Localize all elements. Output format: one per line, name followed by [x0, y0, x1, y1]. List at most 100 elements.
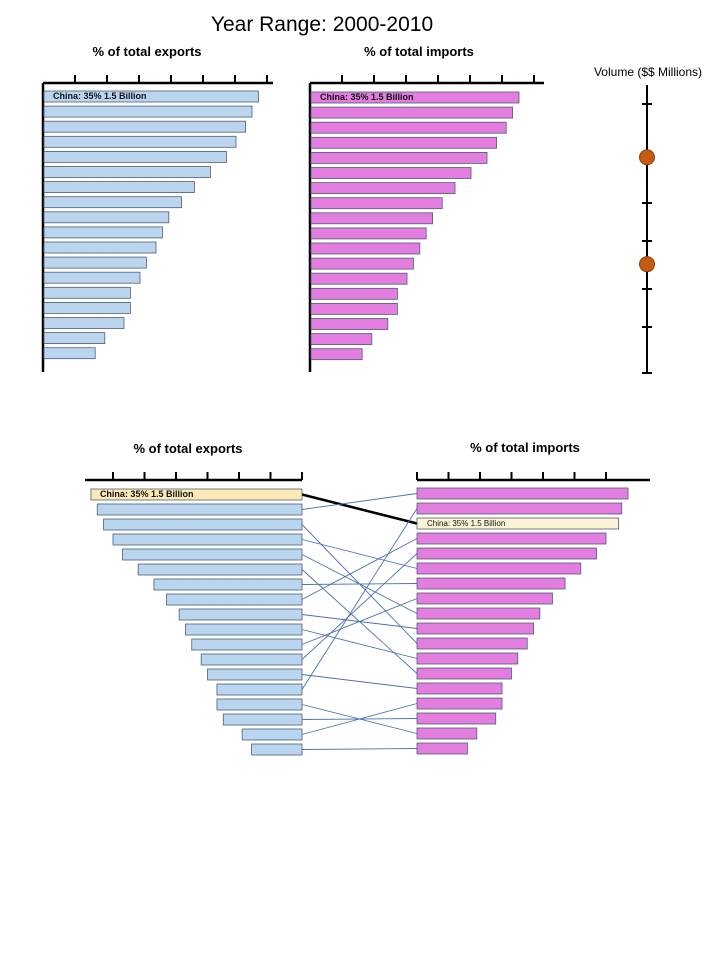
- top-exports-bar: [43, 150, 227, 163]
- top-imports-bar: [310, 121, 507, 134]
- bottom-imports-bar[interactable]: [416, 712, 497, 725]
- bottom-exports-bar[interactable]: [112, 533, 303, 546]
- top-imports-title: % of total imports: [364, 44, 474, 59]
- bottom-imports-bar[interactable]: [416, 592, 553, 605]
- bottom-imports-bar[interactable]: [416, 562, 582, 575]
- link-line: [301, 748, 418, 750]
- top-exports-bar: [43, 332, 106, 345]
- top-imports-bar: [310, 151, 488, 164]
- bottom-exports-bar[interactable]: [96, 503, 303, 516]
- link-line-highlight: [301, 493, 418, 525]
- top-exports-bar: [43, 120, 247, 133]
- link-line: [301, 703, 418, 735]
- top-imports-bar: [310, 136, 498, 149]
- top-imports-bar: [310, 348, 363, 361]
- bottom-imports-bar-highlight[interactable]: [416, 517, 620, 530]
- link-line: [301, 674, 418, 689]
- top-imports-bar-label: China: 35% 1.5 Billion: [320, 92, 414, 102]
- bottom-imports-bar[interactable]: [416, 697, 503, 710]
- top-exports-bar: [43, 226, 163, 239]
- top-exports-bar: [43, 347, 96, 360]
- top-exports-bar-label: China: 35% 1.5 Billion: [53, 91, 147, 101]
- link-lines: [301, 493, 418, 750]
- top-exports-bar: [43, 286, 131, 299]
- bottom-exports-bar[interactable]: [178, 608, 303, 621]
- top-imports-bar: [310, 91, 520, 104]
- bottom-exports-bar[interactable]: [251, 743, 303, 756]
- volume-marker[interactable]: [639, 256, 655, 273]
- bottom-imports-bar[interactable]: [416, 622, 534, 635]
- bottom-exports-title: % of total exports: [133, 441, 242, 456]
- top-exports-bar: [43, 135, 237, 148]
- volume-label: Volume ($$ Millions): [594, 65, 702, 79]
- link-line: [301, 538, 418, 600]
- bottom-exports-chart: % of total exports China: 35% 1.5 Billion: [85, 441, 303, 756]
- bottom-exports-bar[interactable]: [200, 653, 303, 666]
- top-imports-bar: [310, 227, 427, 240]
- top-imports-bar: [310, 106, 514, 119]
- link-line: [301, 539, 418, 569]
- top-imports-bar: [310, 302, 398, 315]
- link-line: [301, 508, 418, 690]
- top-exports-bar: [43, 301, 131, 314]
- top-imports-bar: [310, 257, 414, 270]
- volume-axis: Volume ($$ Millions): [594, 65, 702, 374]
- top-exports-chart: % of total exports China: 35% 1.5 Billion: [41, 44, 273, 372]
- top-imports-chart: % of total imports China: 35% 1.5 Billion: [308, 44, 544, 372]
- top-exports-title: % of total exports: [92, 44, 201, 59]
- top-exports-bar: [43, 90, 259, 103]
- bottom-exports-bar[interactable]: [191, 638, 303, 651]
- bottom-imports-chart: % of total imports China: 35% 1.5 Billion: [416, 440, 650, 755]
- top-exports-bar: [43, 166, 211, 178]
- bottom-imports-bar[interactable]: [416, 502, 623, 515]
- bottom-imports-bar[interactable]: [416, 667, 512, 680]
- top-imports-bar: [310, 182, 456, 195]
- link-line: [301, 598, 418, 645]
- link-line: [301, 629, 418, 659]
- top-exports-bar: [43, 181, 195, 194]
- bottom-exports-bar[interactable]: [222, 713, 303, 726]
- bottom-exports-bar[interactable]: [166, 593, 303, 606]
- top-exports-bar: [43, 196, 183, 209]
- link-line: [301, 553, 418, 660]
- top-exports-bar: [43, 271, 141, 284]
- bottom-imports-bar[interactable]: [416, 607, 541, 620]
- bottom-imports-bar-label: China: 35% 1.5 Billion: [427, 519, 505, 528]
- top-imports-bar: [310, 287, 398, 300]
- bottom-imports-title: % of total imports: [470, 440, 580, 455]
- top-imports-bar: [310, 242, 421, 255]
- bottom-exports-bar[interactable]: [103, 518, 303, 531]
- link-line: [301, 583, 418, 585]
- top-exports-bar: [43, 211, 170, 224]
- bottom-exports-bar[interactable]: [185, 623, 303, 636]
- top-imports-bar: [310, 167, 472, 179]
- top-imports-bar: [310, 197, 443, 210]
- bottom-exports-bar[interactable]: [207, 668, 303, 681]
- bottom-imports-bar[interactable]: [416, 547, 597, 560]
- bottom-imports-bar[interactable]: [416, 652, 519, 665]
- bottom-imports-bar[interactable]: [416, 682, 503, 695]
- bottom-exports-bar[interactable]: [216, 683, 303, 696]
- bottom-exports-bar[interactable]: [216, 698, 303, 711]
- bottom-imports-bar[interactable]: [416, 637, 528, 650]
- bottom-exports-bar-highlight[interactable]: [90, 488, 303, 501]
- bottom-imports-bar[interactable]: [416, 532, 607, 545]
- bottom-exports-bar[interactable]: [122, 548, 303, 561]
- top-imports-bar: [310, 333, 373, 346]
- bottom-imports-bar[interactable]: [416, 727, 478, 740]
- volume-marker[interactable]: [639, 149, 655, 166]
- bottom-imports-bar[interactable]: [416, 577, 566, 590]
- bottom-exports-bar[interactable]: [137, 563, 303, 576]
- top-exports-bar: [43, 241, 157, 254]
- link-line: [301, 493, 418, 510]
- bottom-imports-bar[interactable]: [416, 742, 468, 755]
- bottom-exports-bar[interactable]: [153, 578, 303, 591]
- bottom-exports-bar[interactable]: [241, 728, 303, 741]
- page-title: Year Range: 2000-2010: [211, 13, 433, 36]
- top-exports-bar: [43, 256, 147, 269]
- bottom-imports-bar[interactable]: [416, 487, 629, 500]
- top-imports-bar: [310, 318, 389, 330]
- top-exports-bar: [43, 317, 125, 329]
- top-exports-bar: [43, 105, 253, 118]
